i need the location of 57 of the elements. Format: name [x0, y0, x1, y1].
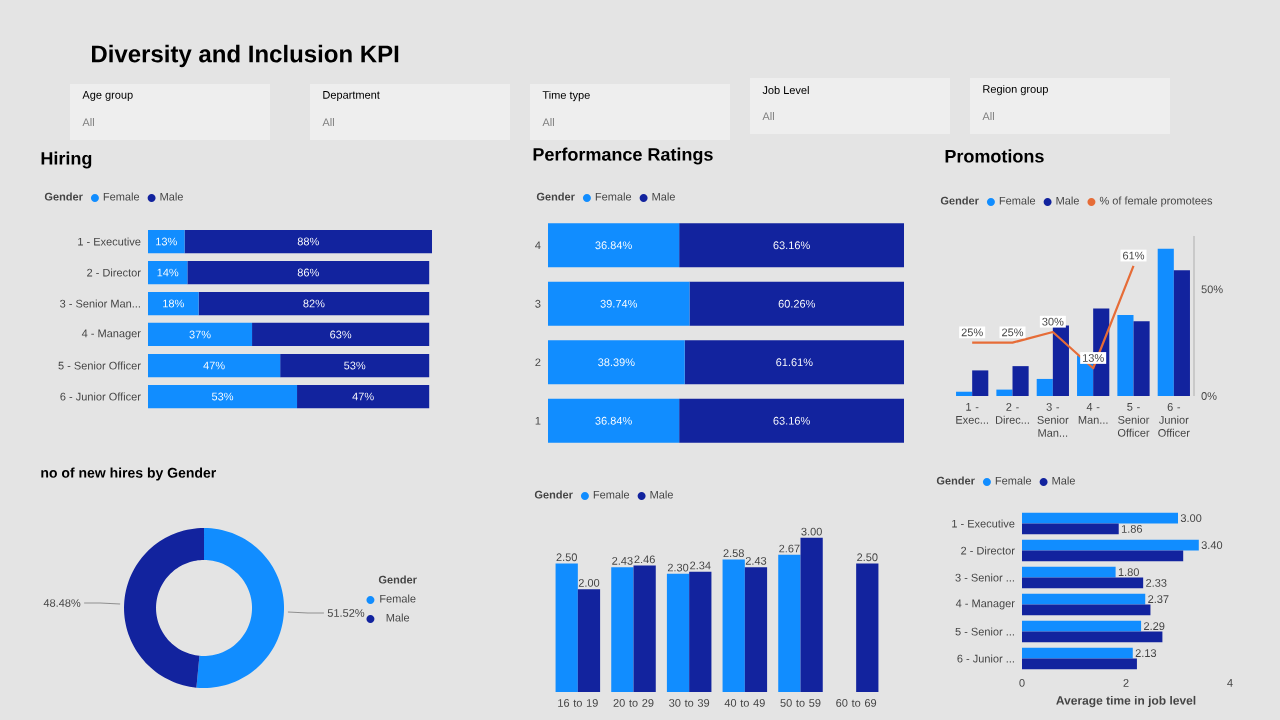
- bar: [800, 537, 823, 692]
- bar: [666, 573, 690, 692]
- bar: [280, 353, 430, 378]
- bar: [689, 571, 712, 692]
- bar: [1022, 550, 1184, 562]
- bar: [684, 340, 905, 385]
- bar: [148, 384, 298, 409]
- bar: [548, 340, 685, 385]
- bar: [1022, 539, 1199, 551]
- bar: [679, 223, 905, 268]
- bar: [1022, 512, 1178, 524]
- bar: [856, 563, 879, 692]
- bar: [972, 370, 989, 397]
- bar: [198, 291, 430, 316]
- bar: [633, 565, 656, 692]
- bar: [148, 229, 185, 254]
- bar: [1173, 270, 1190, 397]
- chart-title: Performance Ratings: [533, 147, 713, 165]
- bar: [148, 260, 188, 285]
- bar: [548, 223, 680, 268]
- bar: [1157, 248, 1174, 397]
- text: Diversity and Inclusion KPI: [92, 44, 399, 68]
- bar: [184, 229, 433, 254]
- bar: [1022, 523, 1119, 535]
- bar: [548, 281, 690, 326]
- bar: [1022, 604, 1151, 616]
- bar: [778, 554, 801, 692]
- bar: [1133, 321, 1150, 397]
- bar: [548, 398, 680, 443]
- bar: [555, 563, 578, 692]
- bar: [1012, 366, 1029, 397]
- bar: [689, 281, 905, 326]
- chart-title: Promotions: [945, 149, 1044, 163]
- bar: [1022, 593, 1146, 605]
- bar: [679, 398, 905, 443]
- bar: [577, 589, 601, 692]
- bar: [611, 567, 634, 692]
- bar: [148, 291, 199, 316]
- bar: [1022, 566, 1116, 578]
- bar: [1022, 658, 1137, 670]
- bar: [1117, 314, 1134, 397]
- bar: [297, 384, 430, 409]
- bar: [148, 353, 281, 378]
- bar: [956, 391, 973, 397]
- bar: [1022, 577, 1144, 589]
- chart-title: Hiring: [41, 151, 92, 169]
- bar: [1036, 378, 1053, 397]
- bar: [1022, 620, 1142, 632]
- bar: [148, 322, 253, 347]
- bar: [722, 559, 745, 692]
- bar: [1022, 647, 1133, 659]
- bar: [996, 389, 1013, 397]
- bar: [1022, 631, 1163, 643]
- bar: [744, 567, 768, 692]
- bar: [252, 322, 430, 347]
- bar: [187, 260, 430, 285]
- bar: [1052, 325, 1069, 397]
